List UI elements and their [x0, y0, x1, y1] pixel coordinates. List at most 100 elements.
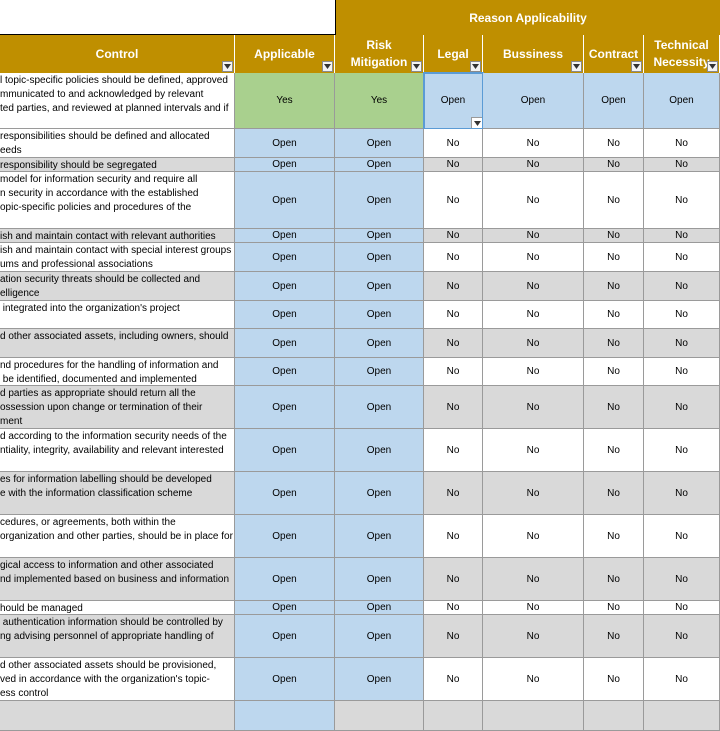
cell-technical-necessity[interactable]: No: [644, 158, 720, 172]
cell-applicable[interactable]: Open: [235, 615, 335, 658]
column-header-technical-necessity[interactable]: Technical Necessity: [644, 35, 720, 73]
cell-risk-mitigation[interactable]: Open: [335, 515, 424, 558]
control-text-cell[interactable]: d other associated assets, including own…: [0, 329, 235, 358]
cell-applicable[interactable]: Open: [235, 558, 335, 601]
cell-legal[interactable]: No: [424, 301, 483, 329]
cell-risk-mitigation[interactable]: Open: [335, 472, 424, 515]
cell-risk-mitigation[interactable]: Open: [335, 272, 424, 301]
column-header-risk-mitigation[interactable]: Risk Mitigation: [335, 35, 424, 73]
cell-legal[interactable]: No: [424, 172, 483, 229]
cell-technical-necessity[interactable]: No: [644, 172, 720, 229]
cell-bussiness[interactable]: No: [483, 172, 584, 229]
cell-bussiness[interactable]: No: [483, 429, 584, 472]
cell-contract[interactable]: No: [584, 301, 644, 329]
cell-legal[interactable]: No: [424, 558, 483, 601]
cell-bussiness[interactable]: No: [483, 229, 584, 243]
cell-risk-mitigation[interactable]: Open: [335, 601, 424, 615]
cell-contract[interactable]: No: [584, 429, 644, 472]
cell-legal[interactable]: No: [424, 272, 483, 301]
cell-bussiness[interactable]: No: [483, 386, 584, 429]
cell-legal[interactable]: Open: [423, 72, 484, 130]
cell-applicable[interactable]: Open: [235, 358, 335, 386]
reason-applicability-header[interactable]: Reason Applicability: [335, 0, 720, 35]
control-text-cell[interactable]: gical access to information and other as…: [0, 558, 235, 601]
cell-bussiness[interactable]: [483, 701, 584, 731]
control-text-cell[interactable]: d parties as appropriate should return a…: [0, 386, 235, 429]
cell-bussiness[interactable]: No: [483, 329, 584, 358]
cell-risk-mitigation[interactable]: Open: [335, 558, 424, 601]
cell-technical-necessity[interactable]: No: [644, 429, 720, 472]
cell-technical-necessity[interactable]: Open: [644, 73, 720, 129]
cell-applicable[interactable]: Open: [235, 329, 335, 358]
cell-technical-necessity[interactable]: [644, 701, 720, 731]
cell-technical-necessity[interactable]: No: [644, 301, 720, 329]
cell-bussiness[interactable]: No: [483, 129, 584, 158]
control-text-cell[interactable]: integrated into the organization's proje…: [0, 301, 235, 329]
cell-risk-mitigation[interactable]: [335, 701, 424, 731]
cell-risk-mitigation[interactable]: Open: [335, 229, 424, 243]
cell-applicable[interactable]: Open: [235, 386, 335, 429]
control-text-cell[interactable]: ation security threats should be collect…: [0, 272, 235, 301]
cell-technical-necessity[interactable]: No: [644, 515, 720, 558]
cell-contract[interactable]: Open: [584, 73, 644, 129]
control-text-cell[interactable]: d other associated assets should be prov…: [0, 658, 235, 701]
cell-applicable[interactable]: Open: [235, 229, 335, 243]
filter-dropdown-icon[interactable]: [571, 61, 582, 72]
cell-contract[interactable]: No: [584, 515, 644, 558]
filter-dropdown-icon[interactable]: [322, 61, 333, 72]
cell-legal[interactable]: No: [424, 129, 483, 158]
cell-bussiness[interactable]: No: [483, 301, 584, 329]
cell-legal[interactable]: No: [424, 429, 483, 472]
cell-risk-mitigation[interactable]: Open: [335, 358, 424, 386]
filter-dropdown-icon[interactable]: [470, 61, 481, 72]
cell-legal[interactable]: No: [424, 243, 483, 272]
control-text-cell[interactable]: hould be managed: [0, 601, 235, 615]
cell-risk-mitigation[interactable]: Open: [335, 129, 424, 158]
column-header-control[interactable]: Control: [0, 35, 235, 73]
cell-contract[interactable]: No: [584, 243, 644, 272]
control-text-cell[interactable]: d according to the information security …: [0, 429, 235, 472]
cell-bussiness[interactable]: No: [483, 601, 584, 615]
cell-bussiness[interactable]: No: [483, 558, 584, 601]
filter-dropdown-icon[interactable]: [631, 61, 642, 72]
filter-dropdown-icon[interactable]: [411, 61, 422, 72]
cell-risk-mitigation[interactable]: Yes: [335, 73, 424, 129]
column-header-legal[interactable]: Legal: [424, 35, 483, 73]
cell-technical-necessity[interactable]: No: [644, 272, 720, 301]
control-text-cell[interactable]: responsibilities should be defined and a…: [0, 129, 235, 158]
cell-technical-necessity[interactable]: No: [644, 129, 720, 158]
cell-legal[interactable]: No: [424, 472, 483, 515]
cell-contract[interactable]: No: [584, 658, 644, 701]
control-text-cell[interactable]: nd procedures for the handling of inform…: [0, 358, 235, 386]
cell-contract[interactable]: No: [584, 558, 644, 601]
cell-bussiness[interactable]: No: [483, 243, 584, 272]
control-text-cell[interactable]: es for information labelling should be d…: [0, 472, 235, 515]
cell-risk-mitigation[interactable]: Open: [335, 615, 424, 658]
cell-contract[interactable]: No: [584, 472, 644, 515]
cell-bussiness[interactable]: No: [483, 158, 584, 172]
cell-legal[interactable]: No: [424, 615, 483, 658]
cell-technical-necessity[interactable]: No: [644, 658, 720, 701]
cell-contract[interactable]: No: [584, 601, 644, 615]
cell-applicable[interactable]: [235, 701, 335, 731]
control-text-cell[interactable]: cedures, or agreements, both within the …: [0, 515, 235, 558]
cell-risk-mitigation[interactable]: Open: [335, 243, 424, 272]
cell-applicable[interactable]: Open: [235, 158, 335, 172]
cell-contract[interactable]: No: [584, 129, 644, 158]
cell-technical-necessity[interactable]: No: [644, 358, 720, 386]
control-text-cell[interactable]: responsibility should be segregated: [0, 158, 235, 172]
cell-contract[interactable]: No: [584, 229, 644, 243]
cell-risk-mitigation[interactable]: Open: [335, 158, 424, 172]
cell-dropdown-icon[interactable]: [471, 117, 482, 128]
cell-risk-mitigation[interactable]: Open: [335, 172, 424, 229]
cell-bussiness[interactable]: No: [483, 472, 584, 515]
cell-technical-necessity[interactable]: No: [644, 329, 720, 358]
cell-contract[interactable]: No: [584, 172, 644, 229]
cell-bussiness[interactable]: No: [483, 615, 584, 658]
cell-legal[interactable]: No: [424, 329, 483, 358]
cell-bussiness[interactable]: No: [483, 358, 584, 386]
control-text-cell[interactable]: model for information security and requi…: [0, 172, 235, 229]
control-text-cell[interactable]: ish and maintain contact with special in…: [0, 243, 235, 272]
control-text-cell[interactable]: ish and maintain contact with relevant a…: [0, 229, 235, 243]
control-text-cell[interactable]: authentication information should be con…: [0, 615, 235, 658]
